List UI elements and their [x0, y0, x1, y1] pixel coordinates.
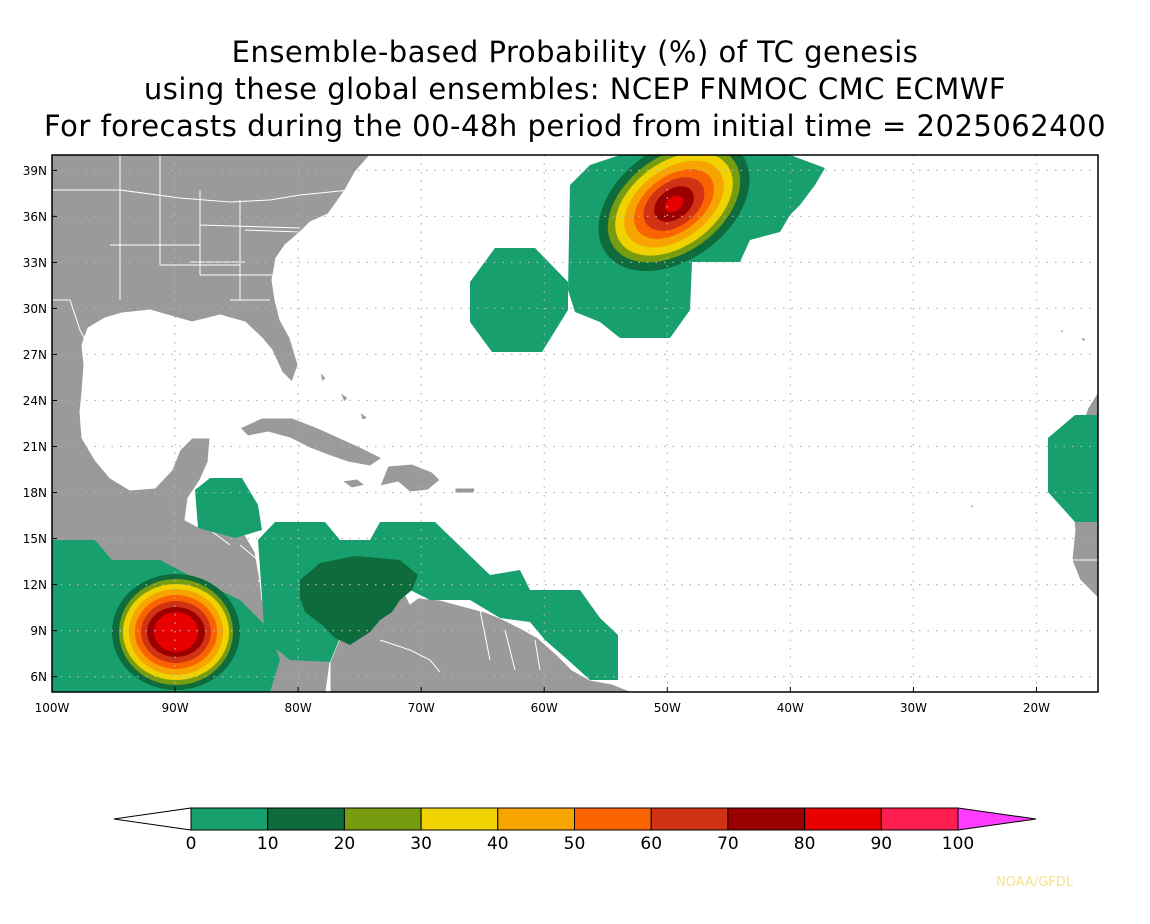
lat-tick-label: 12N	[23, 578, 47, 592]
lat-tick-label: 6N	[30, 670, 47, 684]
colorbar-swatch	[575, 808, 652, 830]
lat-tick-label: 33N	[23, 256, 47, 270]
colorbar-tick-label: 20	[334, 834, 356, 854]
colorbar-tick-label: 10	[257, 834, 279, 854]
colorbar-swatch	[498, 808, 575, 830]
colorbar-tick-label: 40	[487, 834, 509, 854]
lon-tick-label: 80W	[285, 701, 312, 715]
lon-tick-label: 100W	[35, 701, 70, 715]
pacific-genesis-rings	[112, 574, 240, 690]
colorbar-swatch	[268, 808, 345, 830]
colorbar-tick-label: 60	[640, 834, 662, 854]
lat-tick-label: 9N	[30, 624, 47, 638]
colorbar-tick-label: 0	[186, 834, 197, 854]
lon-tick-label: 70W	[408, 701, 435, 715]
lon-tick-label: 20W	[1023, 701, 1050, 715]
colorbar-tick-label: 80	[794, 834, 816, 854]
colorbar-swatch	[728, 808, 805, 830]
lon-tick-label: 60W	[531, 701, 558, 715]
lat-tick-label: 27N	[23, 348, 47, 362]
probability-colorbar: 0 10 20 30 40 50 60 70 80 90 100	[114, 808, 1036, 854]
lon-tick-label: 30W	[900, 701, 927, 715]
pacific-ring-80-90	[154, 612, 198, 652]
colorbar-swatch	[651, 808, 728, 830]
colorbar-over-arrow	[958, 808, 1036, 830]
colorbar-swatch	[421, 808, 498, 830]
lat-tick-label: 24N	[23, 394, 47, 408]
lat-tick-label: 18N	[23, 486, 47, 500]
lat-tick-label: 30N	[23, 302, 47, 316]
colorbar-swatch	[805, 808, 882, 830]
colorbar-under-arrow	[114, 808, 191, 830]
lon-tick-label: 90W	[161, 701, 188, 715]
lat-tick-label: 39N	[23, 164, 47, 178]
colorbar-swatch	[881, 808, 958, 830]
colorbar-tick-label: 30	[410, 834, 432, 854]
noaa-gfdl-credit: NOAA/GFDL	[996, 875, 1073, 890]
tc-genesis-map: 39N 36N 33N 30N 27N 24N 21N 18N 15N 12N 9N 6N 100W 90…	[0, 0, 1150, 924]
lon-tick-label: 50W	[654, 701, 681, 715]
colorbar-swatch	[191, 808, 268, 830]
lat-tick-label: 36N	[23, 210, 47, 224]
lon-tick-label: 40W	[777, 701, 804, 715]
colorbar-tick-label: 90	[870, 834, 892, 854]
colorbar-swatch	[344, 808, 421, 830]
lat-tick-label: 15N	[23, 532, 47, 546]
lat-tick-label: 21N	[23, 440, 47, 454]
colorbar-tick-label: 70	[717, 834, 739, 854]
colorbar-tick-label: 100	[942, 834, 974, 854]
colorbar-tick-label: 50	[564, 834, 586, 854]
puerto-rico-island	[455, 488, 475, 493]
